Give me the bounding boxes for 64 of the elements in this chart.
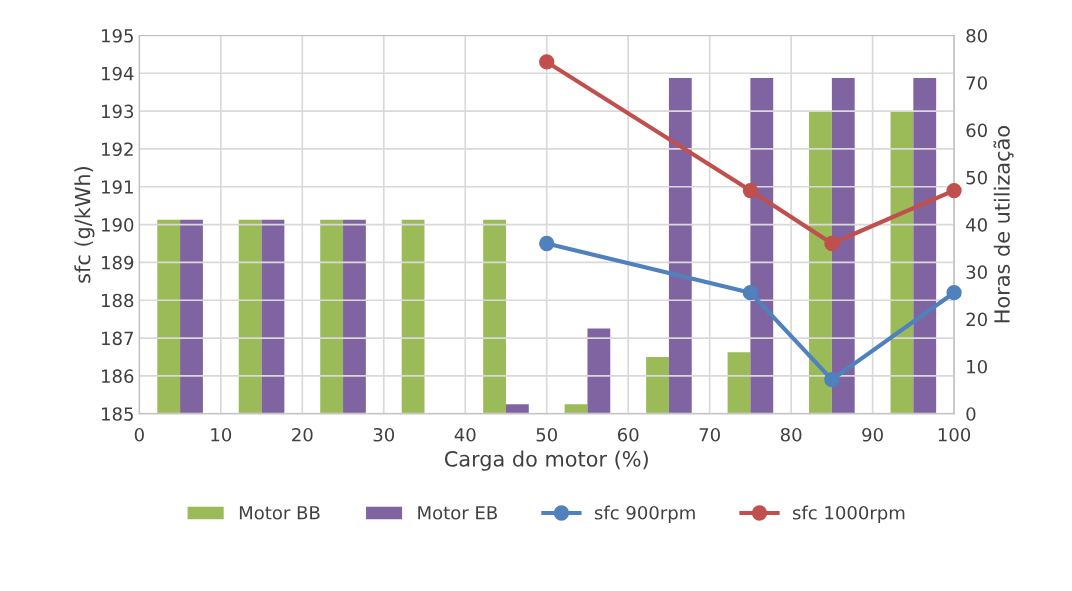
point [824, 372, 840, 388]
y-axis-title: sfc (g/kWh) [74, 167, 95, 283]
x-axis-title: Carga do motor (%) [444, 450, 648, 471]
bar [913, 78, 937, 414]
bar [157, 219, 181, 414]
x-tick-label: 20 [292, 427, 313, 442]
y-tick-label: 193 [102, 104, 134, 119]
x-tick-label: 100 [938, 427, 971, 442]
point [946, 182, 962, 199]
y-tick-label: 185 [102, 407, 133, 421]
x-tick-label: 90 [862, 427, 883, 442]
bar [668, 78, 692, 414]
y2-tick-label: 40 [966, 218, 987, 232]
x-tick-label: 50 [536, 427, 558, 442]
bar [261, 219, 285, 414]
bar [587, 328, 611, 414]
y-tick-label: 187 [102, 331, 133, 346]
bar [750, 78, 774, 414]
x-tick-label: 80 [780, 427, 802, 442]
y2-tick-label: 10 [967, 359, 987, 374]
y-tick-label: 188 [102, 293, 134, 308]
y2-tick-label: 0 [966, 407, 976, 421]
y2-axis-title: Horas de utilização [993, 126, 1014, 323]
x-tick-label: 0 [134, 427, 144, 442]
bar [809, 111, 832, 414]
bar [320, 219, 344, 414]
bar [483, 219, 506, 414]
y2-tick-label: 20 [966, 312, 987, 327]
x-tick-label: 70 [699, 427, 720, 442]
bar [646, 356, 669, 414]
y2-tick-label: 70 [966, 76, 987, 90]
y-tick-label: 191 [102, 180, 133, 194]
y-tick-label: 192 [102, 142, 133, 157]
bar [238, 219, 262, 414]
point [539, 54, 555, 70]
point [946, 285, 962, 301]
point [742, 285, 759, 301]
point [742, 182, 759, 199]
bar [831, 78, 855, 414]
x-tick-label: 60 [617, 427, 639, 442]
legend-label: Motor BB [239, 506, 320, 520]
y2-tick-label: 80 [966, 28, 987, 43]
point [539, 235, 555, 252]
y-tick-label: 186 [102, 369, 134, 383]
point [824, 235, 840, 252]
x-tick-label: 10 [211, 427, 232, 442]
y-tick-label: 195 [102, 28, 133, 43]
y-tick-label: 189 [102, 255, 134, 270]
y2-tick-label: 30 [966, 265, 987, 279]
bar [401, 219, 425, 414]
bar [727, 352, 751, 414]
bar [564, 404, 588, 414]
legend-label: sfc 900rpm [594, 505, 695, 524]
y2-tick-label: 60 [966, 123, 987, 138]
x-tick-label: 30 [373, 427, 395, 442]
y-tick-label: 194 [102, 66, 134, 81]
bar [343, 219, 366, 414]
legend-label: Motor EB [418, 506, 497, 520]
legend-label: sfc 1000rpm [792, 505, 905, 524]
bar [180, 219, 203, 414]
x-tick-label: 40 [454, 427, 476, 442]
y2-tick-label: 50 [966, 170, 987, 185]
y-tick-label: 190 [102, 218, 134, 232]
bar [505, 404, 529, 414]
